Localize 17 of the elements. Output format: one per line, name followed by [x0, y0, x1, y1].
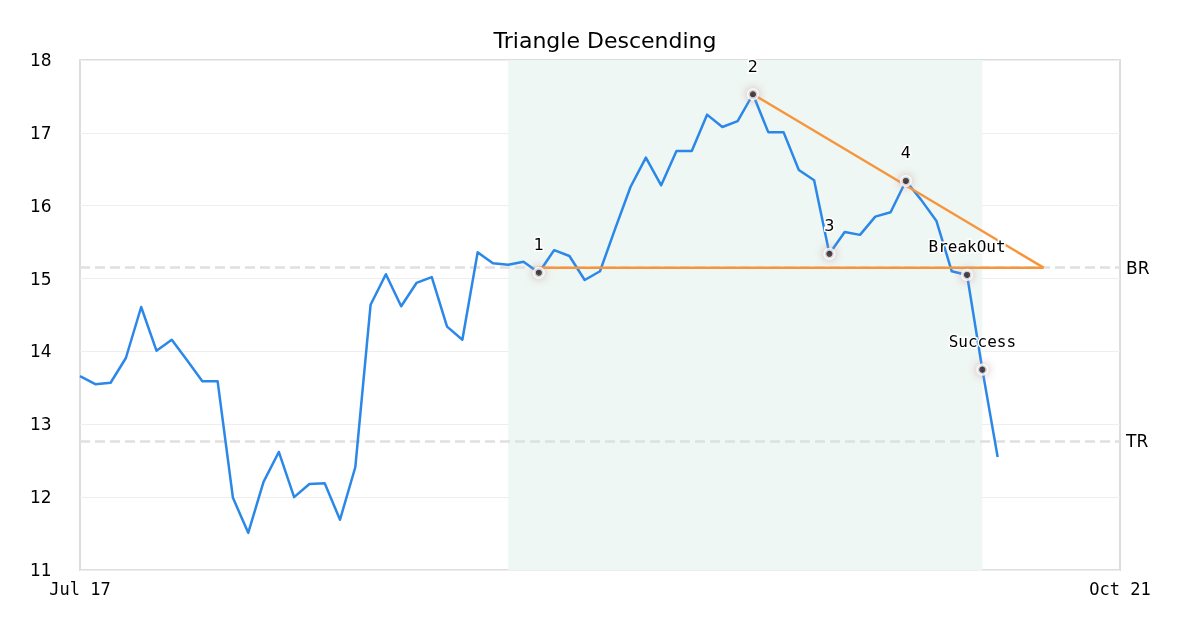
- x-tick-label: Oct 21: [1089, 578, 1151, 599]
- chart-title: Triangle Descending: [492, 27, 717, 53]
- ref-line-label: BR: [1126, 257, 1150, 278]
- x-tick-label: Jul 17: [49, 578, 111, 599]
- y-tick-label: 15: [30, 268, 52, 289]
- ref-line-label: TR: [1125, 431, 1149, 452]
- y-tick-label: 12: [30, 487, 52, 508]
- y-tick-label: 18: [30, 50, 52, 70]
- y-tick-label: 13: [30, 414, 52, 435]
- annotation: 2: [747, 56, 759, 76]
- annotation: 1: [533, 235, 544, 255]
- y-tick-label: 16: [30, 195, 52, 216]
- y-tick-label: 14: [30, 341, 52, 362]
- annotation: 3: [824, 216, 835, 236]
- y-tick-label: 17: [30, 122, 52, 143]
- annotation: 4: [900, 143, 911, 163]
- y-tick-label: 11: [30, 560, 52, 580]
